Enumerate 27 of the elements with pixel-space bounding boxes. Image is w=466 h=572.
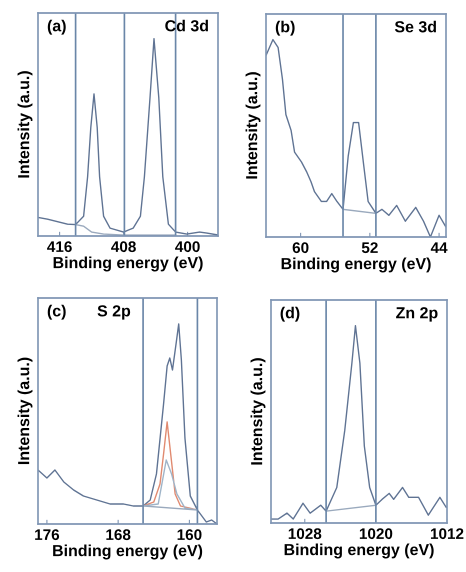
x-tick-label: 1020 xyxy=(360,528,392,540)
x-axis-title: Binding energy (eV) xyxy=(282,257,431,272)
x-axis-title: Binding energy (eV) xyxy=(53,544,202,560)
x-tick-label: 1012 xyxy=(430,528,464,540)
text: Se 3d xyxy=(394,20,436,32)
x-axis-title: Binding energy (eV) xyxy=(284,543,434,558)
x-tick-label: 408 xyxy=(111,241,136,252)
text: (d) xyxy=(280,306,300,322)
y-axis-title: Intensity (a.u.) xyxy=(18,358,32,464)
x-tick-label: 60 xyxy=(292,242,308,254)
y-axis-title: Intensity (a.u.) xyxy=(250,358,266,465)
x-tick-label: 52 xyxy=(362,242,378,254)
x-tick-label: 44 xyxy=(430,242,448,253)
y-axis-title: Intensity (a.u.) xyxy=(246,72,260,179)
text: (c) xyxy=(48,304,66,320)
x-tick-label: 160 xyxy=(178,529,202,540)
text: (b) xyxy=(276,20,295,36)
text: (a) xyxy=(48,20,66,35)
x-tick-label: 1028 xyxy=(288,528,322,540)
text: S 2p xyxy=(98,305,130,320)
x-tick-label: 416 xyxy=(47,241,72,252)
text: Zn 2p xyxy=(396,307,438,322)
y-axis-title: Intensity (a.u.) xyxy=(18,71,32,178)
x-tick-label: 168 xyxy=(106,529,130,540)
x-tick-label: 176 xyxy=(35,529,60,540)
x-axis-title: Binding energy (eV) xyxy=(54,256,203,272)
x-tick-label: 400 xyxy=(175,241,200,252)
